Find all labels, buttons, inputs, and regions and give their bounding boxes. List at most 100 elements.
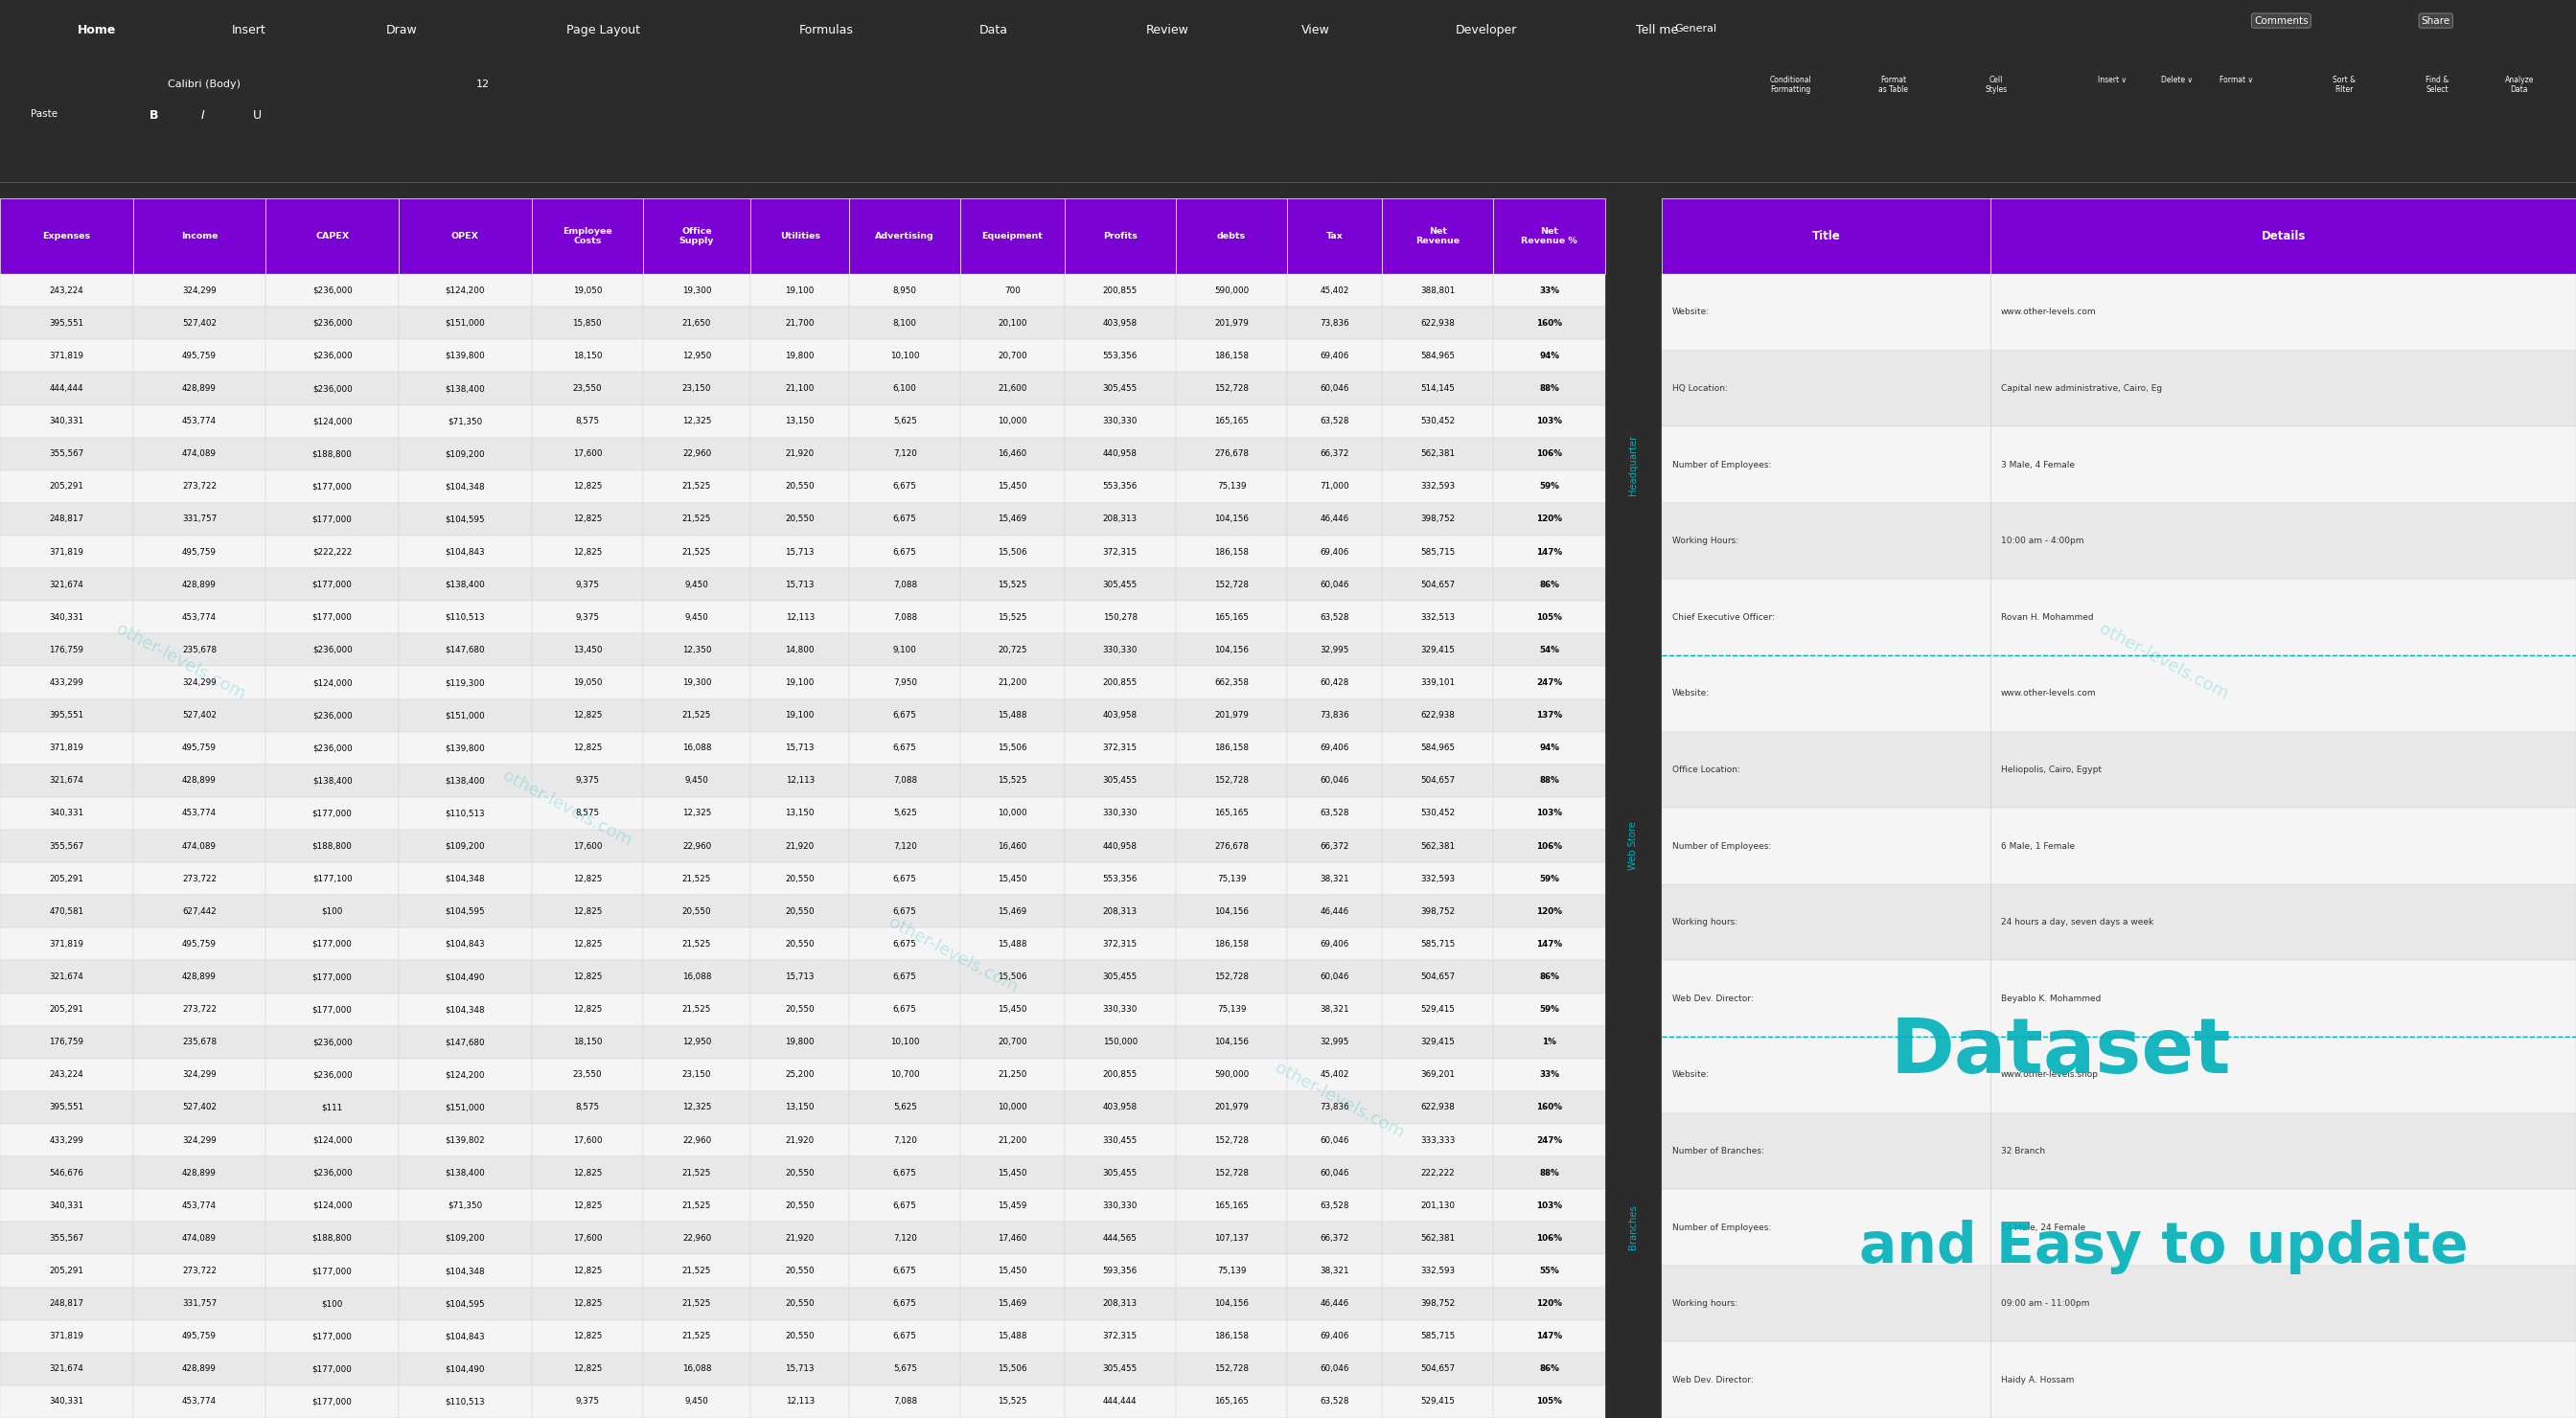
FancyBboxPatch shape <box>531 993 644 1025</box>
Text: 200,855: 200,855 <box>1103 1071 1139 1079</box>
Text: 21,920: 21,920 <box>786 450 814 458</box>
Text: 453,774: 453,774 <box>183 417 216 425</box>
Text: $177,000: $177,000 <box>312 1266 353 1275</box>
Text: 38,321: 38,321 <box>1319 1005 1350 1014</box>
FancyBboxPatch shape <box>1064 862 1175 895</box>
FancyBboxPatch shape <box>0 1124 134 1157</box>
FancyBboxPatch shape <box>1064 732 1175 764</box>
Text: 152,728: 152,728 <box>1213 777 1249 786</box>
Text: 12,325: 12,325 <box>683 1103 711 1112</box>
Text: 186,158: 186,158 <box>1213 1332 1249 1340</box>
FancyBboxPatch shape <box>1494 699 1605 732</box>
FancyBboxPatch shape <box>1383 1157 1494 1190</box>
FancyBboxPatch shape <box>0 1190 134 1222</box>
FancyBboxPatch shape <box>531 1124 644 1157</box>
Text: 86%: 86% <box>1538 1364 1558 1373</box>
FancyBboxPatch shape <box>1383 471 1494 503</box>
Text: 201,130: 201,130 <box>1419 1201 1455 1210</box>
FancyBboxPatch shape <box>1383 438 1494 471</box>
FancyBboxPatch shape <box>1175 601 1288 634</box>
FancyBboxPatch shape <box>265 1190 399 1222</box>
FancyBboxPatch shape <box>1383 339 1494 372</box>
FancyBboxPatch shape <box>399 895 531 927</box>
Text: 17,600: 17,600 <box>572 1234 603 1242</box>
Text: 453,774: 453,774 <box>183 810 216 818</box>
FancyBboxPatch shape <box>265 960 399 993</box>
Text: 55%: 55% <box>1540 1266 1558 1275</box>
FancyBboxPatch shape <box>531 764 644 797</box>
Text: 444,444: 444,444 <box>1103 1397 1136 1407</box>
Text: 5,625: 5,625 <box>894 1103 917 1112</box>
FancyBboxPatch shape <box>1175 634 1288 666</box>
Text: 593,356: 593,356 <box>1103 1266 1139 1275</box>
Text: 20,550: 20,550 <box>786 1168 814 1177</box>
Text: 15,713: 15,713 <box>786 743 814 753</box>
FancyBboxPatch shape <box>399 1222 531 1255</box>
Text: 546,676: 546,676 <box>49 1168 82 1177</box>
FancyBboxPatch shape <box>1064 830 1175 862</box>
Text: 75,139: 75,139 <box>1216 1005 1247 1014</box>
Text: 18,150: 18,150 <box>572 352 603 360</box>
FancyBboxPatch shape <box>134 471 265 503</box>
Text: 23,150: 23,150 <box>683 1071 711 1079</box>
Text: Share: Share <box>2421 16 2450 26</box>
FancyBboxPatch shape <box>265 199 399 274</box>
Text: 88%: 88% <box>1540 777 1558 786</box>
Text: 12,825: 12,825 <box>572 547 603 556</box>
Text: www.other-levels.com: www.other-levels.com <box>2002 689 2097 698</box>
Text: Number of Branches:: Number of Branches: <box>1672 1147 1765 1156</box>
Text: other-levels.com: other-levels.com <box>1273 1059 1406 1143</box>
FancyBboxPatch shape <box>1494 503 1605 536</box>
Text: 12,825: 12,825 <box>572 908 603 916</box>
FancyBboxPatch shape <box>850 993 961 1025</box>
FancyBboxPatch shape <box>531 1353 644 1385</box>
FancyBboxPatch shape <box>0 1222 134 1255</box>
FancyBboxPatch shape <box>265 569 399 601</box>
Text: 15,488: 15,488 <box>997 1332 1028 1340</box>
FancyBboxPatch shape <box>1175 471 1288 503</box>
FancyBboxPatch shape <box>531 732 644 764</box>
Text: Format ∨: Format ∨ <box>2218 75 2254 84</box>
FancyBboxPatch shape <box>1288 406 1383 438</box>
Text: 69,406: 69,406 <box>1319 940 1350 949</box>
Text: 186,158: 186,158 <box>1213 743 1249 753</box>
Text: Tax: Tax <box>1327 233 1342 241</box>
FancyBboxPatch shape <box>750 960 850 993</box>
FancyBboxPatch shape <box>265 1320 399 1353</box>
Text: 21,525: 21,525 <box>683 875 711 883</box>
FancyBboxPatch shape <box>265 1092 399 1124</box>
FancyBboxPatch shape <box>1288 927 1383 960</box>
Text: 340,331: 340,331 <box>49 613 85 621</box>
Text: Website:: Website: <box>1672 1071 1710 1079</box>
Text: other-levels.com: other-levels.com <box>113 621 247 703</box>
Text: 24 hours a day, seven days a week: 24 hours a day, seven days a week <box>2002 917 2154 926</box>
FancyBboxPatch shape <box>1383 199 1494 274</box>
FancyBboxPatch shape <box>1175 1288 1288 1320</box>
FancyBboxPatch shape <box>850 339 961 372</box>
FancyBboxPatch shape <box>750 1320 850 1353</box>
FancyBboxPatch shape <box>134 406 265 438</box>
FancyBboxPatch shape <box>1064 339 1175 372</box>
Text: $124,200: $124,200 <box>446 286 484 295</box>
Text: 6,675: 6,675 <box>894 482 917 491</box>
FancyBboxPatch shape <box>1383 1124 1494 1157</box>
Text: Number of Employees:: Number of Employees: <box>1672 842 1770 851</box>
FancyBboxPatch shape <box>750 1222 850 1255</box>
FancyBboxPatch shape <box>961 536 1064 569</box>
FancyBboxPatch shape <box>134 372 265 406</box>
Text: 15,469: 15,469 <box>997 1299 1028 1307</box>
FancyBboxPatch shape <box>399 438 531 471</box>
FancyBboxPatch shape <box>644 1092 750 1124</box>
FancyBboxPatch shape <box>1175 536 1288 569</box>
FancyBboxPatch shape <box>134 764 265 797</box>
FancyBboxPatch shape <box>399 1157 531 1190</box>
Text: 152,728: 152,728 <box>1213 1364 1249 1373</box>
FancyBboxPatch shape <box>1288 1255 1383 1288</box>
FancyBboxPatch shape <box>0 306 134 339</box>
FancyBboxPatch shape <box>134 797 265 830</box>
FancyBboxPatch shape <box>1383 1092 1494 1124</box>
FancyBboxPatch shape <box>1064 1255 1175 1288</box>
Text: 321,674: 321,674 <box>49 1364 82 1373</box>
FancyBboxPatch shape <box>961 339 1064 372</box>
Text: 7,120: 7,120 <box>894 1234 917 1242</box>
